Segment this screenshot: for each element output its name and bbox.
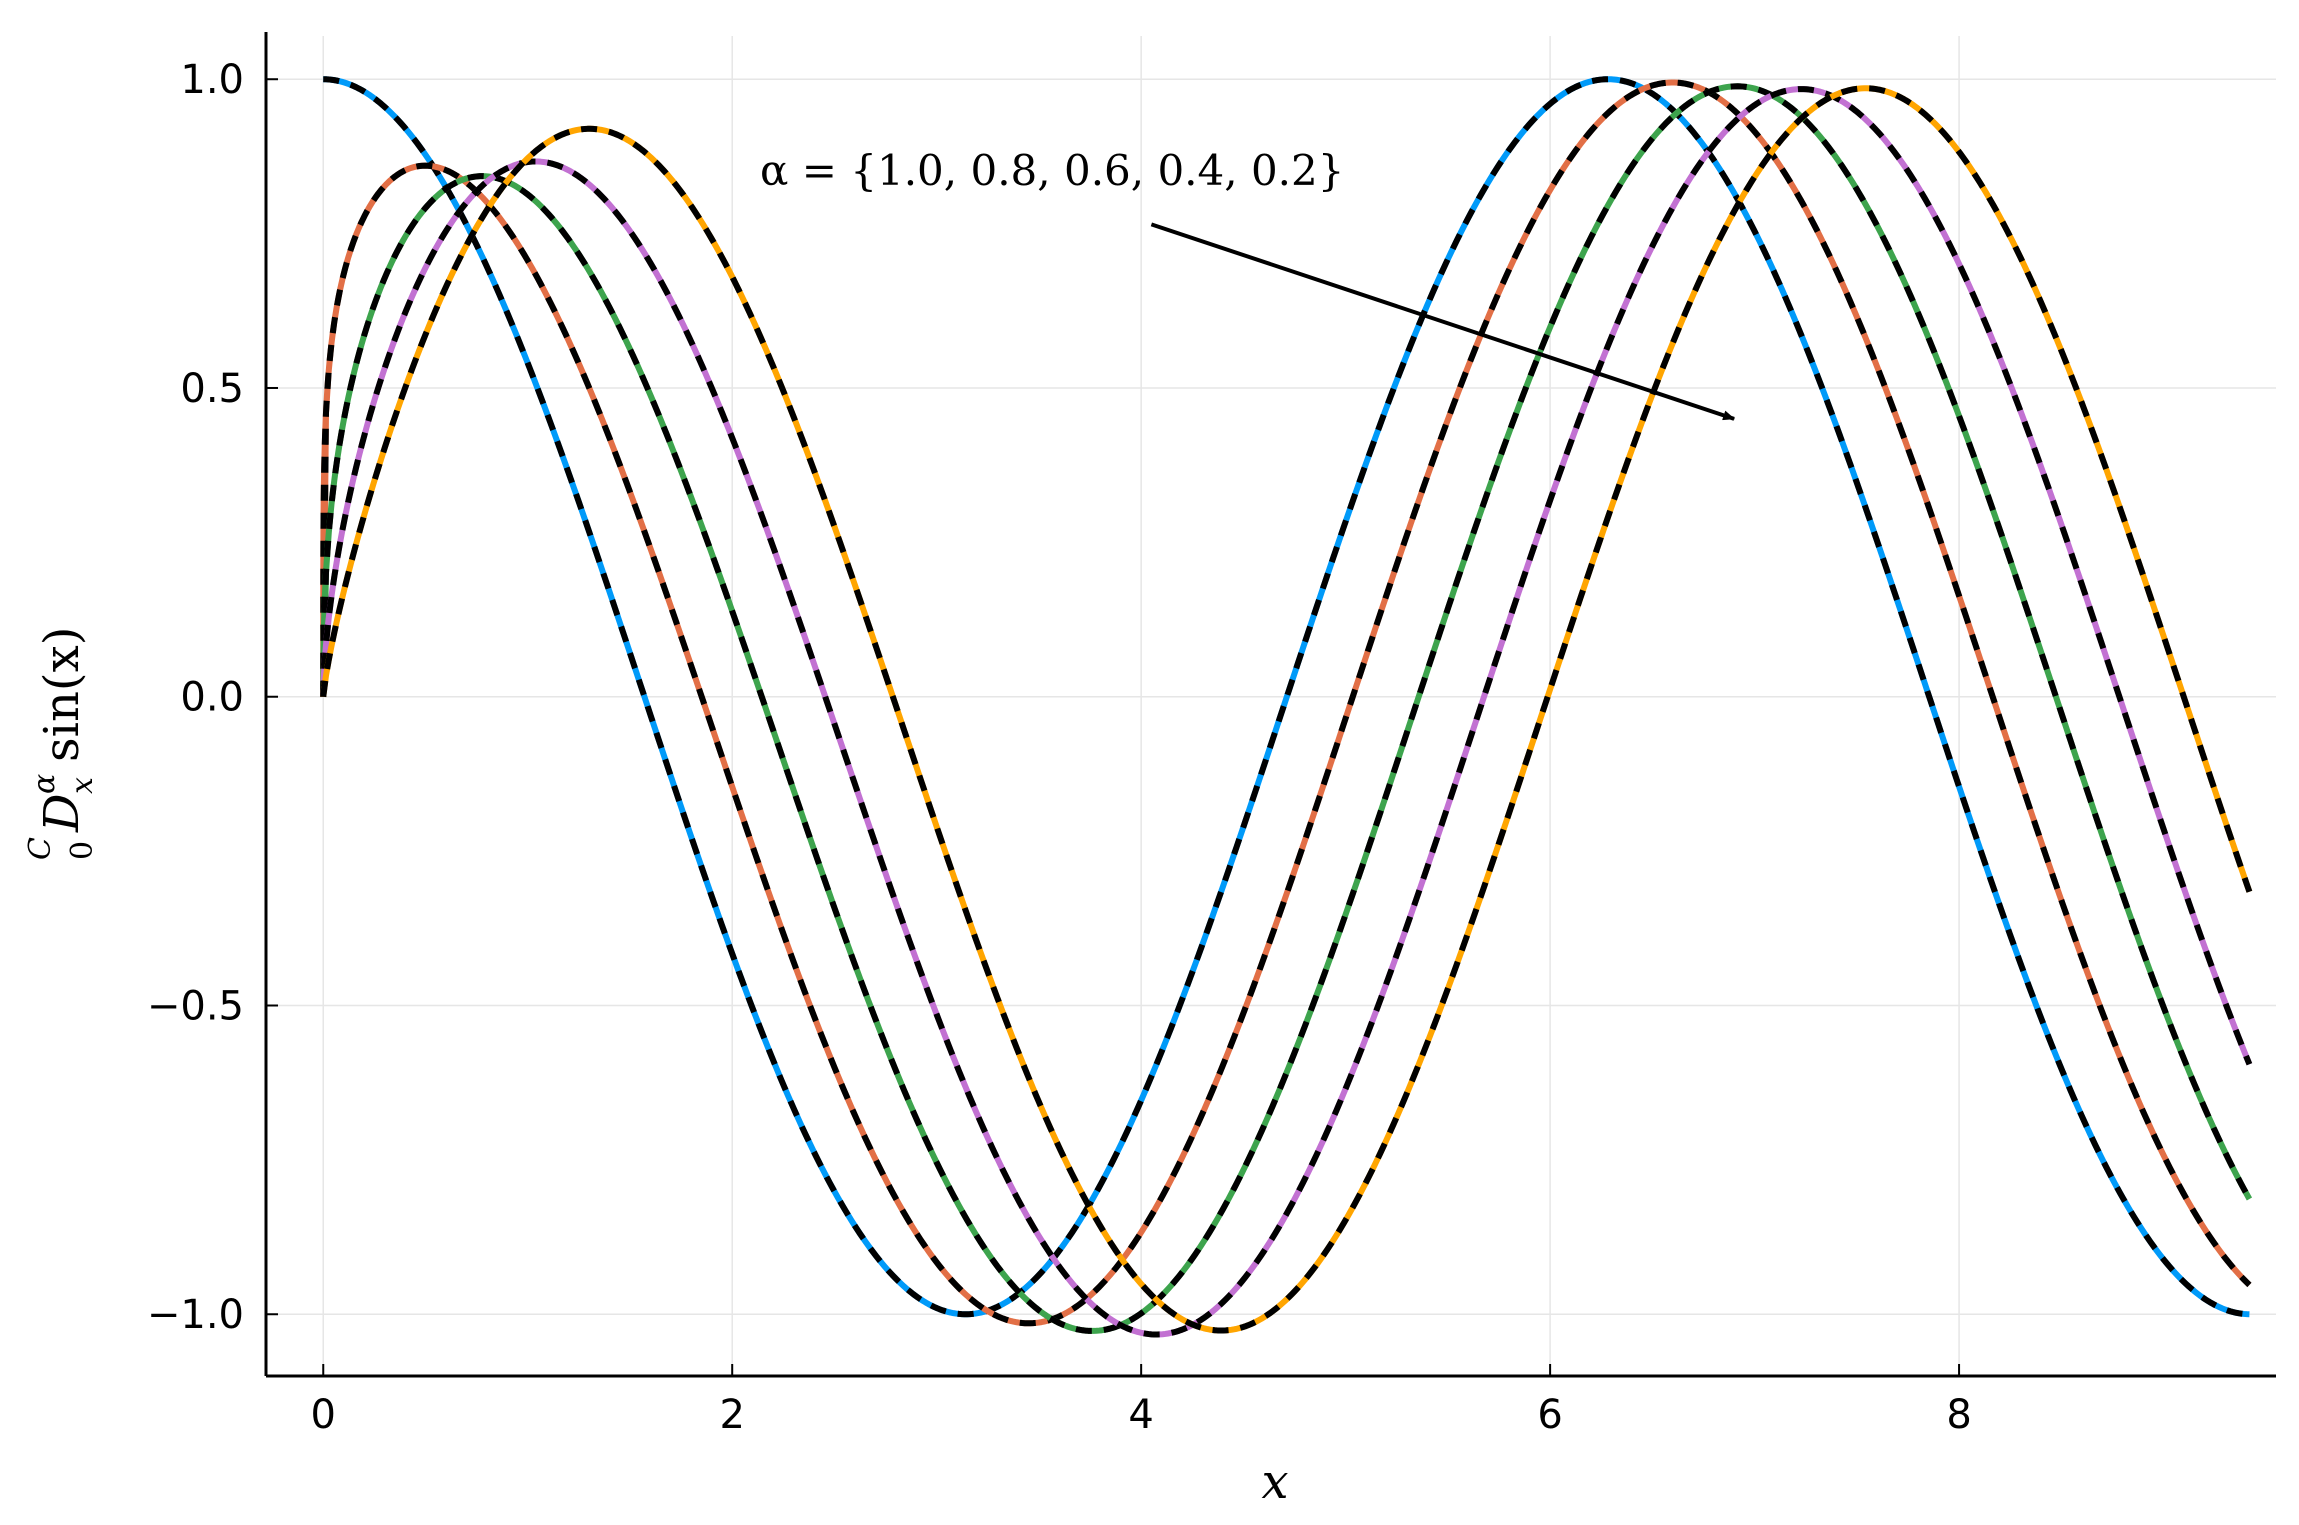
- series-alpha-0.2: [320, 85, 2253, 1334]
- alpha-annotation-arrow: [1150, 222, 1736, 421]
- y-label-operator-sup: α: [27, 774, 62, 794]
- series-alpha-0.8: [320, 79, 2252, 1327]
- axes: [264, 32, 2276, 1378]
- y-label-operator-sub: x: [65, 777, 100, 794]
- series-line-4: [320, 85, 2253, 1334]
- x-tick-label-3: 6: [1537, 1392, 1562, 1438]
- y-label-presub: 0: [65, 841, 100, 860]
- y-tick-label-3: 0.5: [180, 366, 244, 412]
- series-line-3: [320, 86, 2253, 1338]
- y-tick-label-1: −0.5: [147, 983, 244, 1029]
- y-axis-label: C 0 Dα x sin(x): [23, 627, 100, 860]
- tick-labels: 0 2 4 6 8 −1.0 −0.5 0.0 0.5 1.0: [147, 57, 1972, 1438]
- series-alpha-1.0: [320, 76, 2250, 1318]
- x-axis-label: x: [1261, 1454, 1288, 1510]
- y-tick-label-2: 0.0: [180, 675, 244, 721]
- series-overlay-2: [320, 83, 2253, 1334]
- x-tick-label-2: 4: [1128, 1392, 1153, 1438]
- series-layer: [320, 76, 2253, 1338]
- x-tick-label-1: 2: [719, 1392, 744, 1438]
- series-overlay-0: [320, 76, 2250, 1318]
- series-alpha-0.4: [320, 86, 2253, 1338]
- x-tick-label-0: 0: [311, 1392, 336, 1438]
- series-overlay-1: [320, 79, 2252, 1327]
- series-alpha-0.6: [320, 83, 2253, 1334]
- y-tick-label-4: 1.0: [180, 57, 244, 103]
- y-label-function: sin(x): [34, 627, 90, 762]
- series-overlay-3: [320, 86, 2253, 1338]
- y-label-operator: D: [34, 794, 90, 833]
- annotation: α = {1.0, 0.8, 0.6, 0.4, 0.2}: [760, 146, 1736, 421]
- series-overlay-4: [320, 85, 2253, 1334]
- x-tick-label-4: 8: [1946, 1392, 1971, 1438]
- y-tick-label-0: −1.0: [147, 1292, 244, 1338]
- y-label-presup: C: [23, 837, 58, 860]
- alpha-annotation-text: α = {1.0, 0.8, 0.6, 0.4, 0.2}: [760, 146, 1344, 195]
